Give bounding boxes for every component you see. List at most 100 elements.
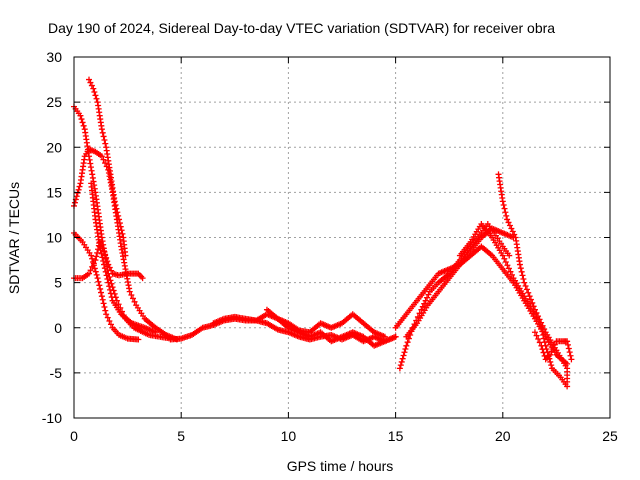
data-point xyxy=(100,133,107,140)
data-point xyxy=(99,296,106,303)
data-point xyxy=(525,289,532,296)
data-point xyxy=(547,358,554,365)
data-point xyxy=(506,222,513,229)
data-point xyxy=(101,265,108,272)
data-point xyxy=(89,263,96,270)
data-point xyxy=(102,268,109,275)
data-point xyxy=(98,126,105,133)
data-point xyxy=(88,82,95,89)
data-point xyxy=(92,268,99,275)
data-point xyxy=(536,339,543,346)
data-point xyxy=(419,303,426,310)
data-point xyxy=(100,300,107,307)
data-point xyxy=(501,205,508,212)
data-point xyxy=(107,290,114,297)
data-point xyxy=(401,349,408,356)
data-point xyxy=(504,262,511,269)
data-point xyxy=(520,276,527,283)
y-tick-label: 5 xyxy=(54,275,62,291)
data-point xyxy=(539,346,546,353)
y-tick-label: 25 xyxy=(46,94,62,110)
data-point xyxy=(102,160,109,167)
data-point xyxy=(392,333,399,340)
data-point xyxy=(94,275,101,282)
x-axis-label: GPS time / hours xyxy=(287,458,394,474)
data-point xyxy=(522,283,529,290)
data-point xyxy=(88,252,95,259)
data-point xyxy=(71,199,78,206)
data-point xyxy=(108,294,115,301)
data-point xyxy=(106,283,113,290)
data-point xyxy=(76,183,83,190)
data-point xyxy=(509,228,516,235)
data-point xyxy=(90,260,97,267)
y-tick-label: 0 xyxy=(54,320,62,336)
x-tick-label: 5 xyxy=(177,428,185,444)
series-track-5 xyxy=(71,239,146,282)
data-point xyxy=(404,339,411,346)
series-track-9 xyxy=(263,306,399,349)
axis-ticks: 0 5 10 15 20 25 -10 -5 0 5 10 15 20 25 30 xyxy=(42,49,618,444)
data-point xyxy=(500,202,507,209)
data-point xyxy=(100,257,107,264)
data-point xyxy=(103,272,110,279)
data-point xyxy=(92,257,99,264)
series-track-2 xyxy=(86,76,129,259)
data-point xyxy=(89,255,96,262)
data-point xyxy=(425,291,432,298)
data-point xyxy=(86,270,93,277)
data-point xyxy=(399,355,406,362)
series-track-12 xyxy=(392,225,517,331)
data-point xyxy=(505,265,512,272)
data-point xyxy=(508,271,515,278)
data-point xyxy=(551,341,558,348)
data-point xyxy=(535,336,542,343)
data-point xyxy=(535,317,542,324)
data-point xyxy=(107,321,114,328)
data-point xyxy=(86,76,93,83)
data-point xyxy=(538,324,545,331)
data-point xyxy=(502,258,509,265)
data-point xyxy=(98,250,105,257)
chart-title: Day 190 of 2024, Sidereal Day-to-day VTE… xyxy=(48,20,555,36)
data-point xyxy=(501,255,508,262)
data-point xyxy=(108,267,115,274)
data-point xyxy=(402,346,409,353)
data-point xyxy=(548,362,555,369)
data-point xyxy=(102,251,109,258)
data-point xyxy=(541,339,548,346)
x-tick-label: 0 xyxy=(70,428,78,444)
data-point xyxy=(107,286,114,293)
data-point xyxy=(97,285,104,292)
data-point xyxy=(94,249,101,256)
data-point xyxy=(566,349,573,356)
data-point xyxy=(129,295,136,302)
data-point xyxy=(87,79,94,86)
data-point xyxy=(93,95,100,102)
data-point xyxy=(101,261,108,268)
y-tick-label: 15 xyxy=(46,184,62,200)
data-point xyxy=(533,314,540,321)
data-point xyxy=(564,338,571,345)
data-point xyxy=(106,317,113,324)
data-point xyxy=(527,296,534,303)
data-point xyxy=(529,299,536,306)
data-point xyxy=(503,212,510,219)
data-point xyxy=(96,282,103,289)
series-track-4 xyxy=(71,229,142,343)
data-point xyxy=(103,163,110,170)
data-point xyxy=(110,287,117,294)
data-point xyxy=(75,186,82,193)
data-point xyxy=(80,122,87,129)
data-point xyxy=(128,292,135,299)
data-point xyxy=(531,329,538,336)
data-point xyxy=(531,311,538,318)
data-point xyxy=(93,271,100,278)
data-point xyxy=(511,231,518,238)
data-point xyxy=(139,275,146,282)
data-point xyxy=(502,209,509,216)
data-point xyxy=(101,303,108,310)
data-point xyxy=(152,329,159,336)
data-point xyxy=(564,383,571,390)
